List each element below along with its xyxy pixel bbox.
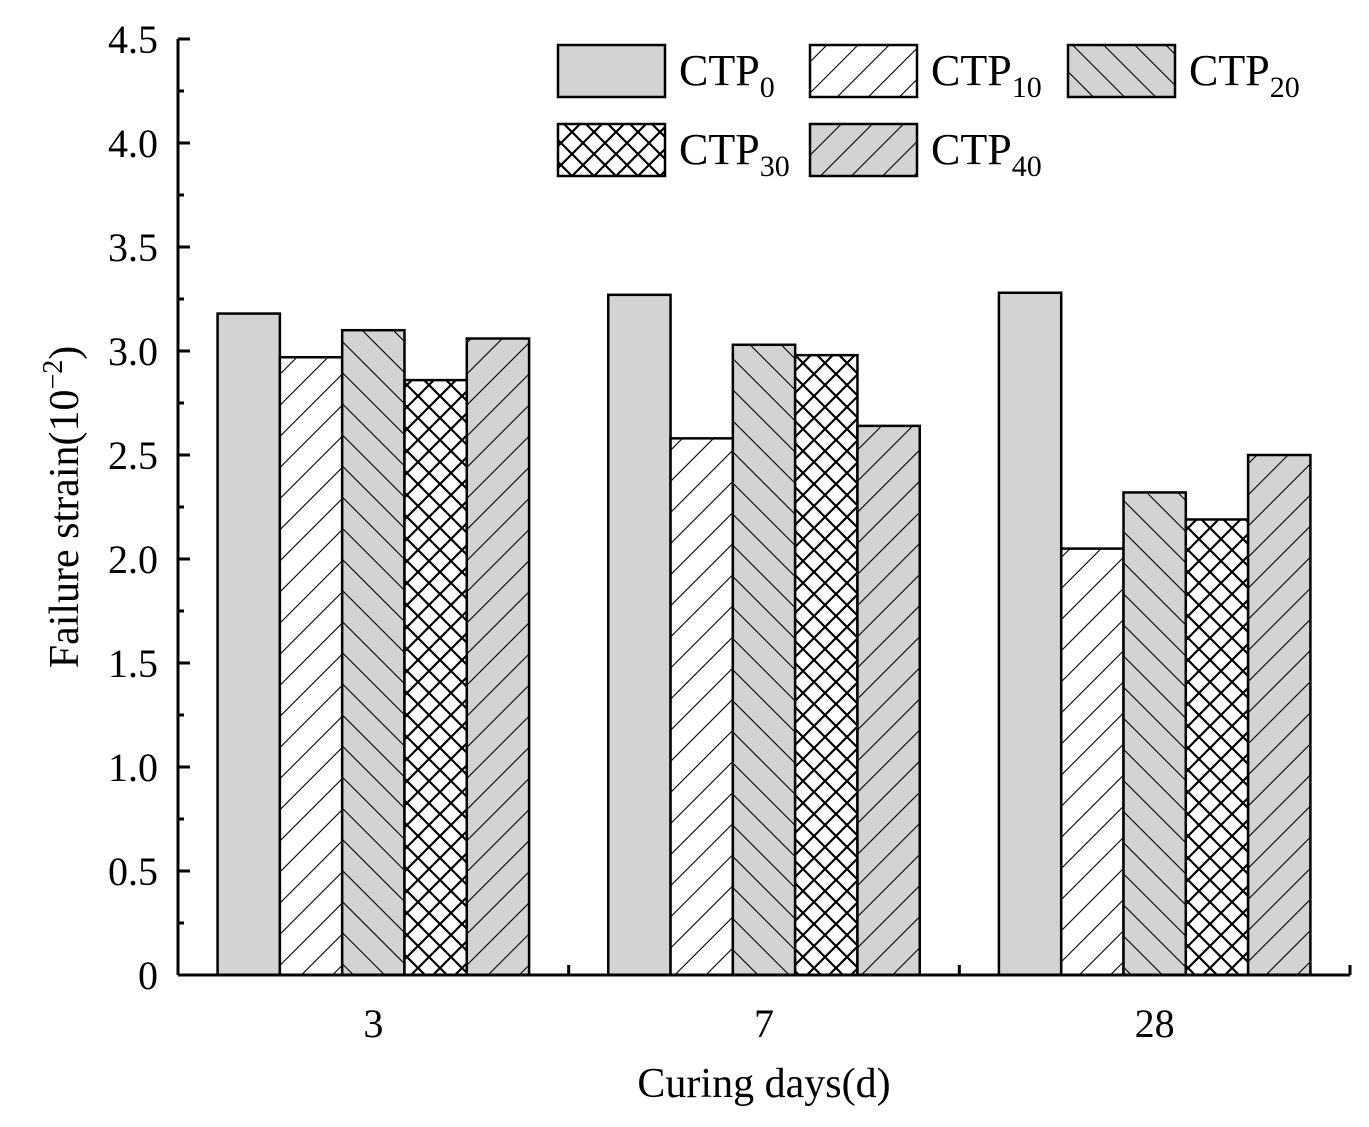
- bar-ctp10-day-7: [669, 437, 735, 977]
- y-tick-label: 1.5: [108, 641, 158, 686]
- bar-ctp0-day-7: [607, 293, 672, 977]
- bar-ctp10-day-3: [278, 355, 344, 977]
- y-tick-label: 2.0: [108, 537, 158, 582]
- legend-swatch-ctp40: [808, 122, 919, 178]
- y-tick-label: 2.5: [108, 433, 158, 478]
- y-tick-label: 3.5: [108, 225, 158, 270]
- bar-ctp20-day-28: [1122, 491, 1188, 977]
- legend-label-ctp0: CTP0: [679, 46, 775, 104]
- legend-label-ctp30: CTP30: [679, 125, 790, 183]
- legend-swatch-ctp30: [556, 122, 667, 178]
- y-axis-title-close: ): [42, 346, 88, 360]
- legend-swatch-ctp20: [1066, 43, 1177, 99]
- y-tick-label: 3.0: [108, 329, 158, 374]
- y-ticks-group: 0 0.5 1.0 1.5 2.0 2.5 3.0 3.5 4.0 4.5: [108, 17, 190, 998]
- bar-ctp40-day-3: [465, 337, 531, 977]
- legend-label-ctp10: CTP10: [931, 46, 1042, 104]
- y-tick-label: 0.5: [108, 849, 158, 894]
- bar-ctp30-day-7: [793, 353, 859, 977]
- bar-ctp30-day-28: [1184, 518, 1250, 977]
- legend-swatch-ctp0: [556, 43, 667, 99]
- legend-swatch-ctp10: [808, 43, 919, 99]
- x-tick-label: 28: [1135, 1001, 1175, 1046]
- bar-ctp10-day-28: [1059, 547, 1125, 977]
- x-axis-title: Curing days(d): [637, 1061, 890, 1107]
- y-tick-label: 1.0: [108, 745, 158, 790]
- y-axis-title-base: Failure strain(10: [42, 390, 88, 669]
- legend-label-ctp20: CTP20: [1189, 46, 1300, 104]
- legend-label-ctp40: CTP40: [931, 125, 1042, 183]
- y-tick-label: 4.5: [108, 17, 158, 62]
- x-ticks-group: 3 7 28: [363, 965, 1352, 1046]
- y-axis-title: Failure strain(10−2): [38, 346, 88, 669]
- y-axis-title-exponent: −2: [38, 360, 69, 390]
- bar-ctp20-day-3: [340, 328, 406, 977]
- bar-ctp40-day-28: [1246, 453, 1312, 977]
- bar-ctp0-day-3: [216, 312, 282, 977]
- bar-ctp30-day-3: [403, 378, 469, 977]
- y-tick-label: 0: [138, 953, 158, 998]
- bars-group: [216, 291, 1312, 977]
- y-tick-label: 4.0: [108, 121, 158, 166]
- bar-ctp40-day-7: [856, 424, 922, 977]
- legend: CTP0 CTP10 CTP20 CTP30 CTP40: [556, 43, 1300, 183]
- x-tick-label: 7: [754, 1001, 774, 1046]
- bar-ctp0-day-28: [997, 291, 1063, 977]
- bar-ctp20-day-7: [731, 343, 797, 977]
- x-tick-label: 3: [363, 1001, 383, 1046]
